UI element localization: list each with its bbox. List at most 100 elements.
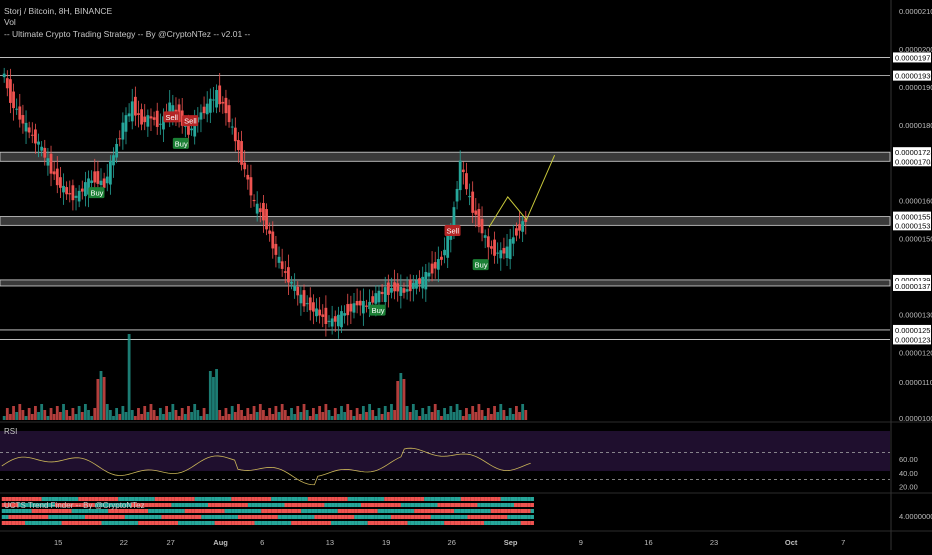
volume-bar [77,406,81,420]
trend-stripe [304,503,308,507]
trend-stripe [307,509,312,513]
trend-stripe [387,497,391,501]
trend-stripe [424,503,428,507]
trend-stripe [281,503,285,507]
volume-bar [465,408,468,420]
trend-stripe [490,503,495,507]
trend-stripe [361,521,365,525]
trend-stripe [297,503,302,507]
candle-body [424,271,428,290]
candle-body [37,141,40,145]
volume-bar [524,410,528,420]
trend-stripe [284,497,288,501]
trend-stripe [301,503,305,507]
trend-stripe [301,515,305,519]
candle-body [330,318,334,327]
candle-body [205,103,209,115]
trend-stripe [35,509,39,513]
volume-bar [240,410,243,420]
candle-body [158,123,162,125]
trend-stripe [527,515,531,519]
trend-stripe [201,515,205,519]
candle-body [262,202,265,221]
trend-stripe [494,503,498,507]
trend-stripe [84,503,89,507]
candle-body [368,301,372,310]
trend-stripe [357,497,361,501]
trend-stripe [427,521,431,525]
trend-stripe [274,497,278,501]
trend-stripe [291,521,295,525]
trend-stripe [327,521,332,525]
trend-stripe [311,509,315,513]
volume-bar [496,412,500,420]
trend-stripe [88,515,92,519]
price-level-tag [893,220,931,231]
trend-stripe [188,515,192,519]
trend-stripe [517,515,521,519]
trend-stripe [294,497,298,501]
candle-body [436,259,440,270]
rsi-axis-label: 20.00 [899,482,918,491]
trend-stripe [78,509,82,513]
price-level-tag [893,156,931,167]
candle-body [393,282,396,292]
trend-stripe [514,515,518,519]
candle-body [162,116,165,130]
trend-stripe [171,503,175,507]
trend-stripe [45,509,49,513]
trend-stripe [507,509,511,513]
trend-stripe [447,503,451,507]
trend-stripe [314,503,318,507]
volume-bar [15,412,19,420]
trend-stripe [68,503,72,507]
trend-stripe [15,509,19,513]
candle-body [5,78,9,89]
trend-stripe [194,503,199,507]
trend-stripe [214,503,218,507]
candle-body [137,113,140,115]
candle-body [40,146,44,151]
candle-body [358,300,362,306]
trend-stripe [321,503,325,507]
trend-stripe [357,515,361,519]
trend-stripe [261,497,265,501]
volume-bar [230,406,234,420]
trend-stripe [414,497,418,501]
trend-stripe [58,509,62,513]
volume-bar [355,408,359,420]
trend-stripe [28,521,32,525]
candle-body [230,126,234,128]
forecast-line [488,155,556,228]
trend-stripe [357,509,361,513]
candle-body [430,263,434,274]
candle-body [296,286,300,296]
trend-stripe [214,509,218,513]
trend-stripe [494,497,498,501]
trend-stripe [514,503,518,507]
trend-stripe [114,503,119,507]
volume-bar [258,404,262,420]
volume-bar [377,408,381,420]
trend-stripe [264,515,268,519]
trend-stripe [131,521,135,525]
trend-stripe [387,521,391,525]
trend-stripe [237,509,242,513]
trend-stripe [517,503,521,507]
trend-stripe [487,503,491,507]
trend-stripe [101,521,105,525]
trend-stripe [11,515,16,519]
trend-stripe [194,521,199,525]
trend-stripe [484,503,488,507]
trend-stripe [78,503,82,507]
trend-stripe [510,521,515,525]
volume-bar [65,410,69,420]
volume-bar [30,414,34,420]
trend-stripe [45,497,49,501]
volume-bar [333,408,337,420]
trend-stripe [58,515,62,519]
trend-stripe [211,515,215,519]
trend-stripe [191,497,195,501]
price-level-tag [893,52,931,63]
